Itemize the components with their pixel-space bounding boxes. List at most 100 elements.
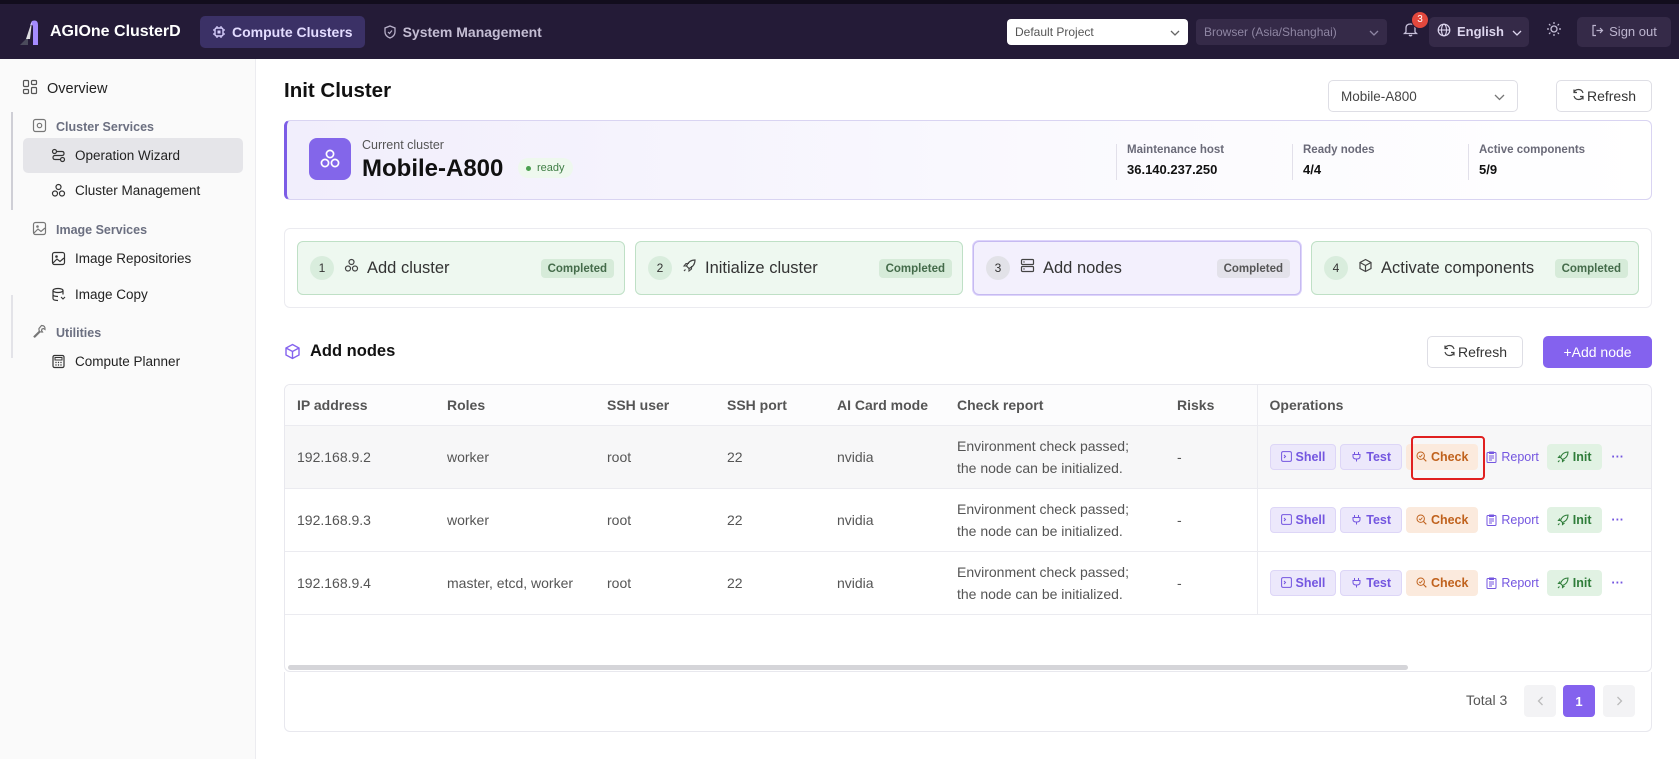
table-row: 192.168.9.2 worker root 22 nvidia Enviro… (285, 425, 1651, 489)
sidebar-group-image-services[interactable]: Image Services (32, 221, 147, 239)
step-status-badge: Completed (1216, 259, 1290, 278)
workflow-icon (51, 148, 66, 163)
check-label: Check (1430, 512, 1469, 527)
test-button[interactable]: Test (1340, 506, 1403, 533)
cell-operations: Shell Test Check Report Init ··· (1256, 425, 1651, 489)
step-label: Activate components (1381, 258, 1535, 277)
cell-ai-card-mode: nvidia (825, 551, 945, 615)
plug-icon (1352, 515, 1361, 525)
horizontal-scrollbar[interactable] (288, 665, 1408, 670)
init-button[interactable]: Init (1546, 443, 1602, 470)
pagination: Total 3 1 (284, 672, 1652, 732)
step-label: Add nodes (1043, 258, 1122, 277)
step-add-nodes[interactable]: 3 Add nodes Completed (973, 241, 1301, 295)
step-number: 4 (1324, 256, 1348, 280)
report-label: Report (1501, 449, 1539, 464)
wizard-steps: 1 Add cluster Completed 2 Initialize clu… (284, 228, 1652, 308)
check-button[interactable]: Check (1405, 506, 1479, 533)
cell-ssh-user: root (595, 425, 715, 489)
sidebar-item-compute-planner[interactable]: Compute Planner (23, 344, 243, 379)
report-line: Environment check passed; (957, 563, 1129, 580)
more-button[interactable]: ··· (1611, 512, 1624, 527)
database-icon (51, 287, 66, 302)
chevron-down-icon (1369, 25, 1379, 39)
more-button[interactable]: ··· (1611, 449, 1624, 464)
prev-page-button[interactable] (1524, 685, 1556, 717)
cell-ssh-port: 22 (715, 425, 825, 489)
sidebar-group-cluster-services[interactable]: Cluster Services (32, 118, 154, 136)
theme-toggle-button[interactable] (1539, 17, 1569, 47)
nav-tab-label: System Management (402, 23, 542, 40)
next-page-button[interactable] (1603, 685, 1635, 717)
rocket-icon (1557, 513, 1569, 526)
sidebar-item-cluster-management[interactable]: Cluster Management (23, 173, 243, 208)
timezone-select[interactable]: Browser (Asia/Shanghai) (1196, 18, 1387, 45)
brand[interactable]: AGIOne ClusterD (18, 17, 200, 47)
sidebar-group-rail (11, 112, 13, 210)
language-value: English (1457, 24, 1504, 39)
clipboard-icon (1486, 514, 1497, 526)
globe-icon (1437, 23, 1451, 40)
cluster-select[interactable]: Mobile-A800 (1328, 80, 1518, 112)
report-button[interactable]: Report (1482, 507, 1543, 533)
page-number-button[interactable]: 1 (1563, 685, 1595, 717)
cell-ssh-user: root (595, 551, 715, 615)
sidebar-item-image-copy[interactable]: Image Copy (23, 277, 243, 312)
shell-button[interactable]: Shell (1269, 506, 1337, 533)
cluster-icon (51, 183, 66, 198)
cell-check-report: Environment check passed; the node can be… (945, 551, 1165, 615)
test-button[interactable]: Test (1340, 569, 1403, 596)
table-header-row: IP address Roles SSH user SSH port AI Ca… (285, 385, 1651, 426)
cell-ai-card-mode: nvidia (825, 425, 945, 489)
column-header: SSH port (715, 385, 825, 426)
shell-button[interactable]: Shell (1269, 569, 1337, 596)
sidebar-item-label: Overview (47, 81, 108, 97)
init-button[interactable]: Init (1546, 506, 1602, 533)
page-refresh-button[interactable]: Refresh (1556, 80, 1652, 112)
sign-out-button[interactable]: Sign out (1577, 16, 1671, 47)
project-select[interactable]: Default Project (1007, 18, 1188, 45)
shield-icon (383, 24, 397, 39)
shell-button[interactable]: Shell (1269, 443, 1337, 470)
sign-out-label: Sign out (1609, 24, 1657, 39)
test-button[interactable]: Test (1340, 443, 1403, 470)
step-add-cluster[interactable]: 1 Add cluster Completed (297, 241, 625, 295)
step-status-badge: Completed (1554, 259, 1628, 278)
sidebar-group-utilities[interactable]: Utilities (32, 324, 101, 342)
cell-check-report: Environment check passed; the node can be… (945, 488, 1165, 552)
chip-icon (212, 25, 226, 39)
cluster-status-text: ready (537, 162, 565, 174)
package-icon (284, 343, 301, 360)
server-icon (32, 118, 47, 136)
language-select[interactable]: English (1429, 16, 1529, 47)
sidebar-item-image-repositories[interactable]: Image Repositories (23, 241, 243, 276)
nav-tab-compute-clusters[interactable]: Compute Clusters (200, 15, 365, 48)
test-label: Test (1366, 575, 1392, 590)
nav-tab-system-management[interactable]: System Management (371, 16, 554, 48)
init-button[interactable]: Init (1546, 569, 1602, 596)
stat-label: Maintenance host (1127, 144, 1225, 156)
report-button[interactable]: Report (1482, 570, 1543, 596)
top-bar: AGIOne ClusterD Compute Clusters System … (0, 0, 1679, 59)
nodes-refresh-button[interactable]: Refresh (1427, 336, 1523, 368)
notifications-button[interactable]: 3 (1399, 10, 1429, 43)
report-button[interactable]: Report (1482, 444, 1543, 470)
more-button[interactable]: ··· (1611, 575, 1624, 590)
sidebar-item-overview[interactable]: Overview (22, 79, 107, 99)
init-label: Init (1572, 512, 1592, 527)
shell-label: Shell (1295, 575, 1326, 590)
shell-label: Shell (1295, 512, 1326, 527)
step-initialize-cluster[interactable]: 2 Initialize cluster Completed (635, 241, 963, 295)
cell-ip: 192.168.9.4 (285, 551, 435, 615)
report-line: Environment check passed; (957, 437, 1129, 454)
sidebar-item-label: Compute Planner (75, 354, 181, 369)
check-button[interactable]: Check (1405, 569, 1479, 596)
step-activate-components[interactable]: 4 Activate components Completed (1311, 241, 1639, 295)
add-node-button[interactable]: +Add node (1543, 336, 1652, 368)
check-button[interactable]: Check (1405, 443, 1479, 470)
sign-out-icon (1591, 24, 1604, 40)
dashboard-icon (22, 79, 38, 99)
table-row: 192.168.9.3 worker root 22 nvidia Enviro… (285, 488, 1651, 552)
sidebar-item-operation-wizard[interactable]: Operation Wizard (23, 138, 243, 173)
server-rack-icon (1020, 258, 1035, 278)
